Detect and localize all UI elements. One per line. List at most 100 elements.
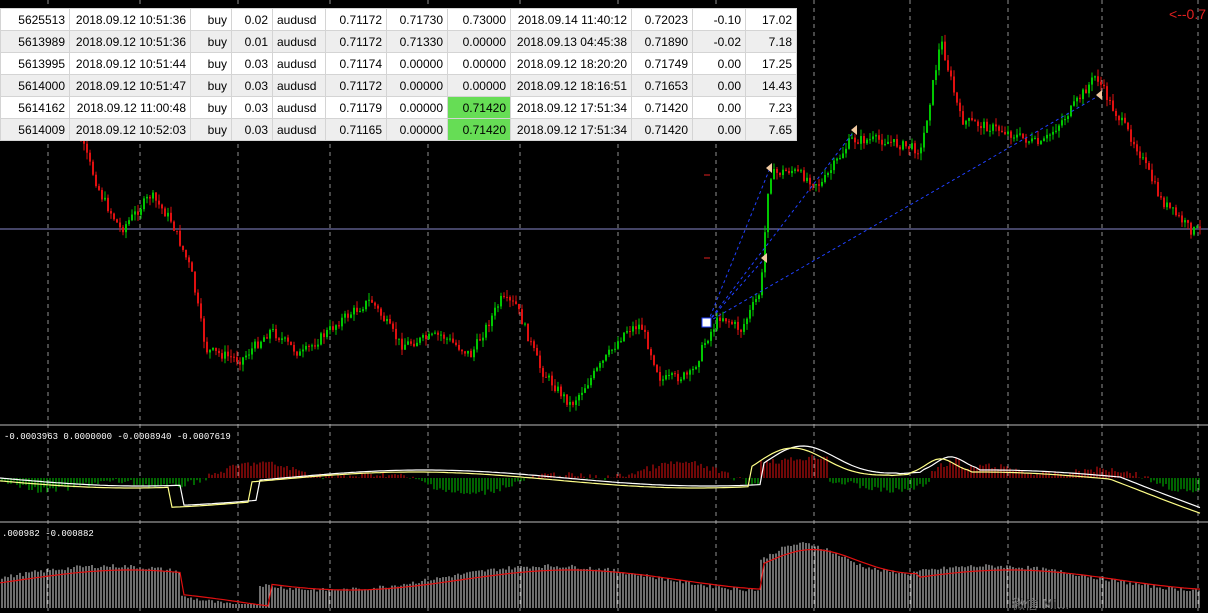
candle-body [827,173,829,176]
candle-body [230,356,232,358]
candle-body [1007,131,1009,135]
candle-body [185,249,187,258]
cell-stop-loss: 0.00000 [386,118,448,141]
candle-body [224,351,226,359]
candle-body [1019,133,1021,135]
trade-row[interactable]: 5614000 2018.09.12 10:51:47 buy 0.03 audusd 0… [0,74,797,97]
candle-body [725,318,727,322]
candle-body [806,177,808,182]
candle-body [1037,137,1039,145]
candle-body [929,104,931,121]
trade-row[interactable]: 5613995 2018.09.12 10:51:44 buy 0.03 audusd 0… [0,52,797,75]
cell-stop-loss: 0.00000 [386,96,448,119]
candle-body [788,171,790,174]
candle-body [905,141,907,147]
candle-body [317,344,319,347]
candle-body [281,338,283,340]
candle-body [1013,137,1015,139]
candle-body [839,158,841,160]
candle-body [167,212,169,217]
candle-body [323,333,325,338]
candle-body [743,324,745,332]
candle-body [689,370,691,375]
candle-body [416,342,418,347]
candle-body [995,124,997,127]
candle-body [446,338,448,340]
candle-body [1094,76,1096,78]
candle-body [971,118,973,121]
trade-row[interactable]: 5625513 2018.09.12 10:51:36 buy 0.02 audusd 0… [0,8,797,31]
candle-body [863,136,865,144]
candle-body [974,120,976,122]
macd-main-line [0,447,1201,514]
candle-body [275,328,277,339]
candle-body [92,161,94,175]
candle-body [1178,215,1180,217]
cell-close-time: 2018.09.12 17:51:34 [510,118,632,141]
candle-body [338,325,340,327]
candle-body [563,394,565,397]
candle-body [842,153,844,159]
candle-body [536,347,538,356]
cell-take-profit: 0.73000 [447,8,511,31]
candle-body [1136,144,1138,152]
candle-body [386,319,388,322]
candle-body [671,373,673,376]
candle-body [656,364,658,372]
candle-body [998,126,1000,131]
trade-row[interactable]: 5614009 2018.09.12 10:52:03 buy 0.03 audusd 0… [0,118,797,141]
candle-body [692,368,694,371]
candle-body [953,76,955,93]
candle-body [641,324,643,330]
candle-body [428,333,430,340]
candle-body [1148,163,1150,170]
candle-body [101,189,103,200]
candle-body [350,314,352,318]
candle-body [791,170,793,174]
candle-body [134,211,136,215]
candle-body [713,329,715,332]
candle-body [677,373,679,382]
cell-stop-loss: 0.71730 [386,8,448,31]
candle-body [1139,151,1141,159]
cell-ticket: 5613995 [0,52,70,75]
candle-body [893,138,895,143]
candle-body [1184,220,1186,223]
trade-row[interactable]: 5614162 2018.09.12 11:00:48 buy 0.03 audusd 0… [0,96,797,119]
candle-body [1082,89,1084,100]
candle-body [890,141,892,143]
candle-body [1121,117,1123,121]
candle-body [353,307,355,315]
candle-body [992,124,994,131]
cell-profit: 17.02 [745,8,797,31]
candle-body [590,378,592,386]
candle-body [1112,100,1114,111]
candle-body [665,375,667,380]
candle-body [533,341,535,348]
candle-body [395,328,397,340]
cell-close-time: 2018.09.13 04:45:38 [510,30,632,53]
candle-body [236,357,238,362]
trade-row[interactable]: 5613989 2018.09.12 10:51:36 buy 0.01 audusd 0… [0,30,797,53]
candle-body [812,184,814,186]
candle-body [956,92,958,103]
candle-body [848,138,850,149]
candle-body [1055,130,1057,132]
candle-body [596,367,598,371]
cell-type: buy [190,74,232,97]
candle-body [155,192,157,201]
cell-close-time: 2018.09.12 18:20:20 [510,52,632,75]
candle-body [575,400,577,405]
candle-body [296,351,298,356]
candle-body [341,317,343,327]
candle-body [704,343,706,346]
cell-profit: 17.25 [745,52,797,75]
candle-body [758,295,760,300]
candle-body [254,341,256,349]
cell-profit: 7.23 [745,96,797,119]
cell-lots: 0.03 [231,52,273,75]
candle-body [452,338,454,343]
candle-body [308,345,310,347]
candle-body [968,118,970,121]
candle-body [242,357,244,365]
